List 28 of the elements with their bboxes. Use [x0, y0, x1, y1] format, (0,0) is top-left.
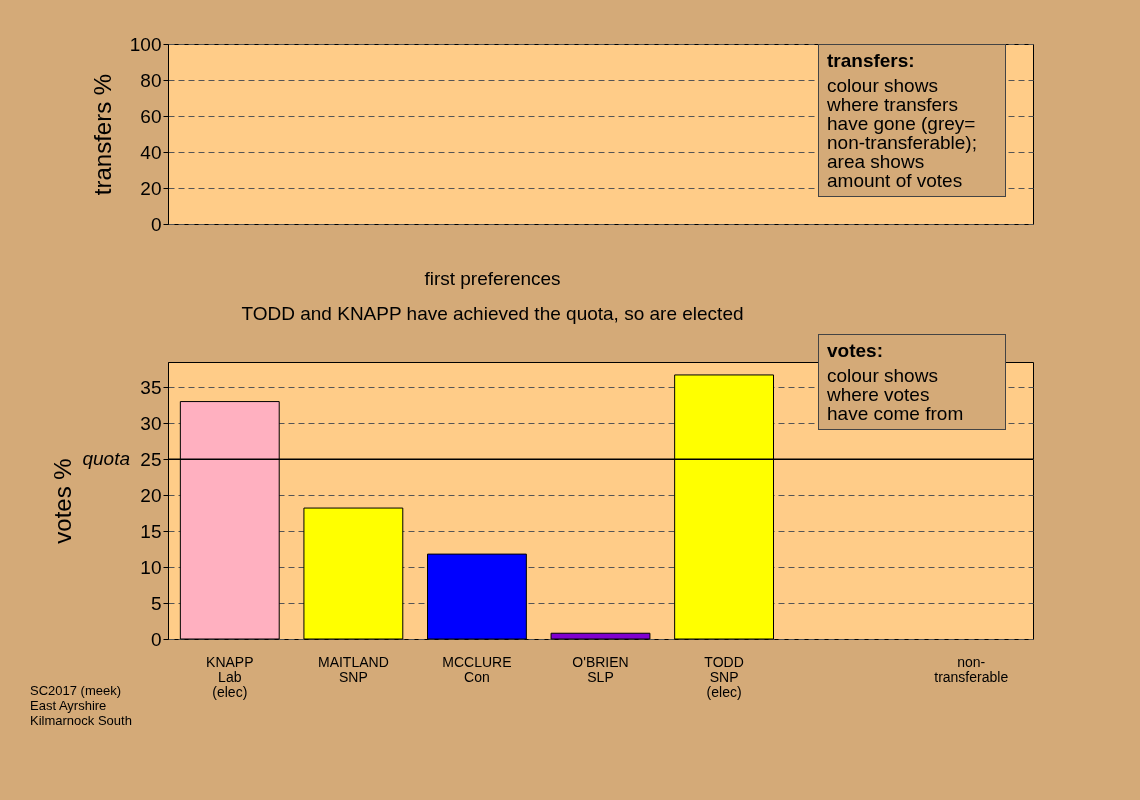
- x-tick-label: MCCLURE Con: [442, 653, 512, 685]
- chart-title: first preferences: [424, 268, 561, 289]
- text: SC2017 (meek) East Ayrshire Kilmarnock South: [30, 683, 132, 728]
- y-tick-label: 35: [140, 376, 162, 398]
- y-tick-label: 100: [129, 33, 162, 55]
- x-tick-label: O'BRIEN SLP: [572, 653, 629, 685]
- y-tick-label: 80: [140, 69, 162, 91]
- chart-subtitle: TODD and KNAPP have achieved the quota, so are elected: [241, 303, 744, 324]
- x-tick-label: MAITLAND SNP: [317, 653, 389, 685]
- ref-line-label: quota: [82, 448, 130, 470]
- y-tick-label: 15: [140, 520, 162, 542]
- y-tick-label: 20: [140, 484, 162, 506]
- y-axis-title: votes %: [49, 458, 77, 544]
- y-tick-label: 10: [140, 556, 162, 578]
- y-tick-label: 0: [150, 213, 162, 235]
- y-tick-label: 20: [140, 177, 162, 199]
- y-tick-label: 30: [140, 412, 162, 434]
- annotation: votes: colour shows where votes have come from: [818, 334, 1006, 430]
- y-axis-title: transfers %: [88, 73, 116, 196]
- x-tick-label: non- transferable: [934, 653, 1009, 685]
- y-tick-label: 5: [150, 592, 162, 614]
- y-tick-label: 0: [150, 628, 162, 650]
- annotation: transfers: colour shows where transfers have gone (grey= non-transferable); area shows amount of votes: [818, 44, 1006, 197]
- x-tick-label: TODD SNP (elec): [704, 653, 744, 700]
- y-tick-label: 25: [140, 448, 162, 470]
- y-tick-label: 40: [140, 141, 162, 163]
- x-tick-label: KNAPP Lab (elec): [206, 653, 254, 700]
- y-tick-label: 60: [140, 105, 162, 127]
